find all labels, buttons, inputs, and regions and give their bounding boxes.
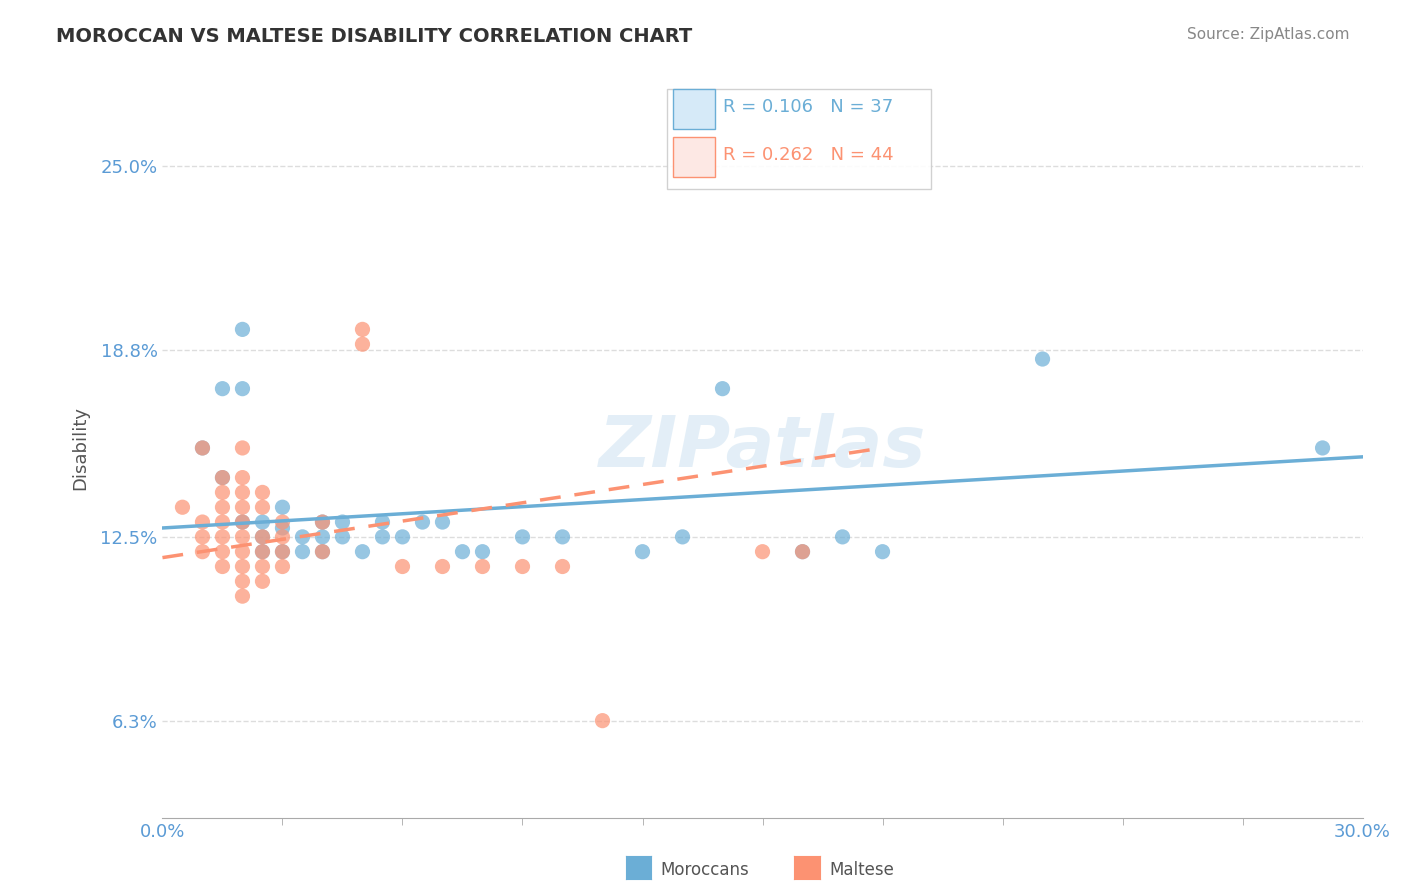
Point [592, 714, 614, 728]
Point [231, 559, 253, 574]
Point [332, 515, 354, 529]
Point [231, 515, 253, 529]
Point [271, 544, 294, 558]
Point [391, 559, 413, 574]
Point [252, 559, 274, 574]
Point [231, 382, 253, 396]
Point [311, 515, 333, 529]
Point [191, 530, 214, 544]
Point [291, 544, 314, 558]
Point [211, 515, 233, 529]
Point [371, 530, 394, 544]
Point [211, 500, 233, 515]
FancyBboxPatch shape [672, 136, 714, 178]
Point [1031, 351, 1053, 366]
Point [471, 544, 494, 558]
Text: Source: ZipAtlas.com: Source: ZipAtlas.com [1187, 27, 1350, 42]
Point [311, 530, 333, 544]
Point [371, 515, 394, 529]
Point [252, 500, 274, 515]
Point [451, 544, 474, 558]
Point [872, 544, 894, 558]
Point [252, 485, 274, 500]
Point [191, 441, 214, 455]
Point [231, 530, 253, 544]
Point [512, 559, 534, 574]
Point [831, 530, 853, 544]
Text: R = 0.106   N = 37: R = 0.106 N = 37 [723, 98, 893, 116]
Point [252, 530, 274, 544]
Point [191, 544, 214, 558]
Point [1312, 441, 1334, 455]
Point [311, 544, 333, 558]
Point [231, 485, 253, 500]
Point [231, 589, 253, 603]
Point [751, 544, 773, 558]
Point [271, 500, 294, 515]
Point [352, 544, 374, 558]
Point [211, 544, 233, 558]
Point [211, 485, 233, 500]
Y-axis label: Disability: Disability [72, 406, 89, 490]
Point [792, 544, 814, 558]
Point [191, 441, 214, 455]
Point [311, 515, 333, 529]
Point [231, 574, 253, 589]
Point [352, 322, 374, 336]
FancyBboxPatch shape [666, 88, 931, 188]
Point [271, 521, 294, 535]
Point [271, 559, 294, 574]
Point [291, 530, 314, 544]
Point [271, 530, 294, 544]
Point [252, 544, 274, 558]
Point [231, 544, 253, 558]
Point [231, 515, 253, 529]
Point [211, 530, 233, 544]
Point [252, 530, 274, 544]
Point [792, 544, 814, 558]
Point [211, 470, 233, 484]
Text: ZIPatlas: ZIPatlas [599, 414, 927, 483]
Point [631, 544, 654, 558]
Point [311, 544, 333, 558]
Point [211, 382, 233, 396]
Point [352, 337, 374, 351]
Point [551, 530, 574, 544]
Text: R = 0.262   N = 44: R = 0.262 N = 44 [723, 146, 894, 164]
Point [271, 544, 294, 558]
Point [231, 322, 253, 336]
Point [271, 515, 294, 529]
Point [332, 530, 354, 544]
Point [411, 515, 433, 529]
Point [252, 544, 274, 558]
Point [172, 500, 194, 515]
Point [512, 530, 534, 544]
Point [252, 574, 274, 589]
Point [391, 530, 413, 544]
FancyBboxPatch shape [672, 88, 714, 129]
Point [231, 500, 253, 515]
Point [471, 559, 494, 574]
Point [231, 470, 253, 484]
Text: MOROCCAN VS MALTESE DISABILITY CORRELATION CHART: MOROCCAN VS MALTESE DISABILITY CORRELATI… [56, 27, 693, 45]
Point [231, 441, 253, 455]
Point [432, 515, 454, 529]
Point [551, 559, 574, 574]
Point [211, 559, 233, 574]
Point [432, 559, 454, 574]
Point [211, 470, 233, 484]
Text: Moroccans: Moroccans [661, 861, 749, 879]
Point [671, 530, 693, 544]
Text: Maltese: Maltese [830, 861, 894, 879]
Point [711, 382, 734, 396]
Point [191, 515, 214, 529]
Point [252, 515, 274, 529]
